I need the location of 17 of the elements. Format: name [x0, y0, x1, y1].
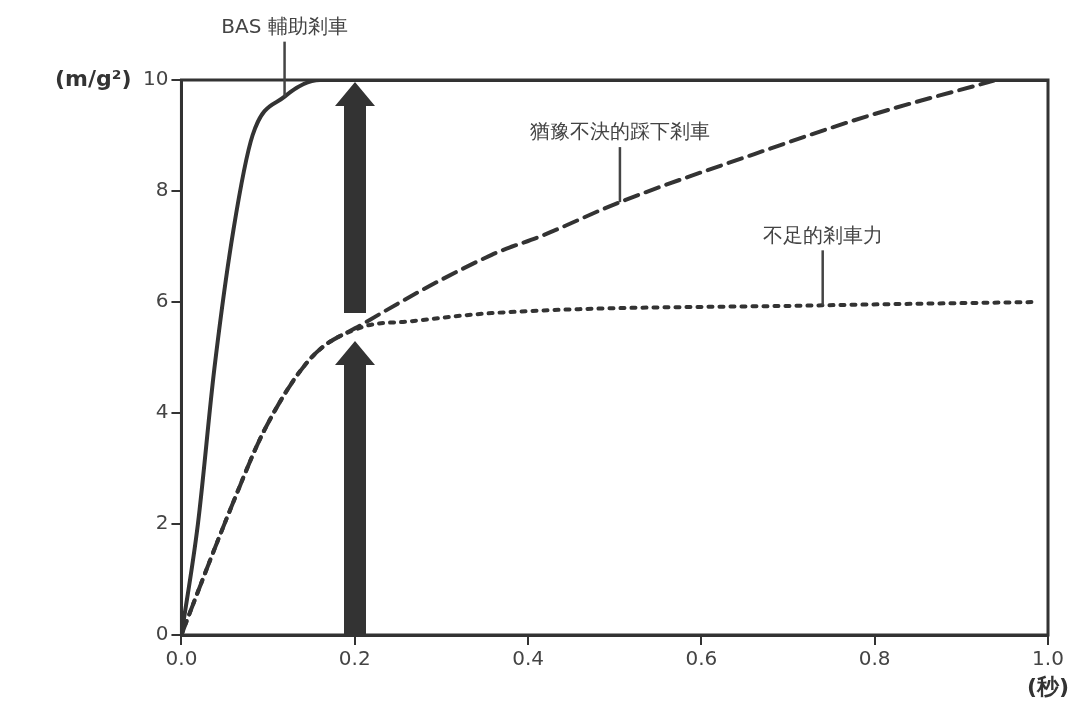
annotation: 猶豫不決的踩下剎車 [529, 119, 710, 144]
y-tick-label: 0 [155, 621, 169, 646]
annotation: BAS 輔助剎車 [221, 13, 348, 38]
y-tick-label: 8 [155, 177, 169, 202]
y-tick-label: 4 [155, 399, 169, 424]
annotation: 不足的剎車力 [762, 222, 883, 247]
y-tick-label: 2 [155, 510, 169, 535]
x-axis-title: (秒) [1026, 673, 1070, 699]
y-tick-label: 6 [155, 288, 169, 313]
y-tick-label: 10 [143, 66, 169, 91]
y-axis-title: (m/g²) [55, 65, 132, 91]
x-tick-label: 0.4 [512, 646, 544, 671]
x-tick-label: 0.8 [858, 646, 891, 671]
x-tick-label: 0.2 [338, 646, 371, 671]
x-tick-label: 0.0 [165, 646, 198, 671]
x-tick-label: 1.0 [1032, 646, 1064, 671]
x-tick-label: 0.6 [685, 646, 718, 671]
